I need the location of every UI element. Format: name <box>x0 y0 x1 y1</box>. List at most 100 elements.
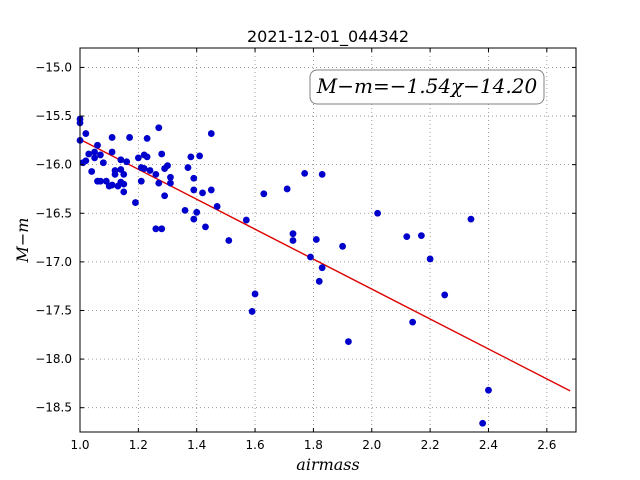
x-tick-label: 2.2 <box>421 438 440 452</box>
data-point <box>120 170 128 178</box>
data-point <box>82 157 90 165</box>
axis-ticks: 1.0 1.2 1.4 1.6 1.8 2.0 2.2 2.4 2.6 −15.0 −15.5 −16… <box>35 48 576 452</box>
y-tick-label: −18.0 <box>35 352 72 366</box>
data-point <box>193 208 201 216</box>
data-point <box>123 158 131 166</box>
data-point <box>403 233 411 240</box>
data-point <box>108 148 116 156</box>
data-point <box>155 179 163 187</box>
data-point <box>85 150 93 158</box>
x-tick-label: 1.4 <box>187 438 206 452</box>
data-point <box>374 209 381 217</box>
data-point <box>187 153 195 161</box>
data-point <box>164 162 171 170</box>
data-point <box>97 177 104 185</box>
data-point <box>190 186 198 194</box>
data-points <box>76 115 492 427</box>
data-point <box>167 179 174 187</box>
y-tick-label: −16.0 <box>35 158 72 172</box>
x-tick-label: 1.8 <box>304 438 323 452</box>
data-point <box>260 190 268 198</box>
data-point <box>120 180 128 188</box>
data-point <box>143 153 151 161</box>
data-point <box>108 181 116 189</box>
data-point <box>152 225 160 233</box>
data-point <box>181 206 189 214</box>
x-tick-label: 2.6 <box>537 438 556 452</box>
data-point <box>132 199 139 206</box>
data-point <box>97 151 104 159</box>
data-point <box>146 167 154 174</box>
data-point <box>248 308 256 315</box>
data-point <box>94 141 101 149</box>
data-point <box>88 168 96 175</box>
data-point <box>289 230 297 238</box>
data-point <box>318 170 326 178</box>
data-point <box>158 150 166 158</box>
data-point <box>213 203 221 210</box>
data-point <box>283 185 291 193</box>
x-tick-label: 1.0 <box>70 438 89 452</box>
data-point <box>158 225 166 233</box>
data-point <box>485 386 492 394</box>
data-point <box>91 148 98 156</box>
data-point <box>82 130 90 137</box>
data-point <box>479 419 487 427</box>
x-tick-label: 1.2 <box>129 438 148 452</box>
x-axis-label: airmass <box>296 455 359 474</box>
equation-box <box>309 69 545 105</box>
data-point <box>167 173 174 181</box>
data-point <box>199 189 206 197</box>
data-point <box>318 264 326 272</box>
equation-text: M−m=−1.54χ−14.20 <box>316 74 538 98</box>
data-point <box>301 170 309 177</box>
data-point <box>202 223 209 231</box>
equation-annotation: M−m=−1.54χ−14.20 <box>309 69 545 105</box>
data-point <box>126 134 133 141</box>
x-tick-label: 2.0 <box>362 438 381 452</box>
data-point <box>120 188 128 196</box>
data-point <box>190 215 198 223</box>
data-point <box>99 159 107 167</box>
data-point <box>242 216 250 224</box>
data-point <box>251 290 259 298</box>
data-point <box>137 177 145 185</box>
data-point <box>152 170 160 178</box>
data-point <box>190 174 198 182</box>
data-point <box>111 170 119 178</box>
fit-line <box>79 138 571 392</box>
data-point <box>315 277 323 285</box>
data-point <box>289 237 297 244</box>
data-point <box>441 291 449 299</box>
y-axis-label: M−m <box>13 218 32 264</box>
data-point <box>134 154 142 162</box>
data-point <box>339 242 346 250</box>
data-point <box>467 215 475 223</box>
y-tick-label: −15.5 <box>35 109 72 123</box>
y-tick-label: −18.5 <box>35 401 72 415</box>
x-tick-label: 1.6 <box>246 438 265 452</box>
data-point <box>225 237 233 244</box>
grid-lines <box>79 48 576 432</box>
data-point <box>108 134 116 141</box>
data-point <box>207 130 215 137</box>
data-point <box>91 154 98 162</box>
y-tick-label: −17.0 <box>35 255 72 269</box>
data-point <box>312 236 320 243</box>
data-point <box>409 318 417 326</box>
data-point <box>307 253 314 261</box>
plot-frame <box>79 47 577 433</box>
data-point <box>140 165 148 172</box>
y-tick-label: −16.5 <box>35 206 72 220</box>
y-tick-label: −15.0 <box>35 60 72 74</box>
data-point <box>161 192 169 200</box>
chart-title: 2021-12-01_044342 <box>247 27 409 47</box>
y-tick-label: −17.5 <box>35 303 72 317</box>
data-point <box>426 255 434 263</box>
data-point <box>417 232 425 240</box>
data-point <box>345 338 352 345</box>
data-point <box>143 135 151 142</box>
data-point <box>155 124 163 132</box>
data-point <box>207 186 215 194</box>
